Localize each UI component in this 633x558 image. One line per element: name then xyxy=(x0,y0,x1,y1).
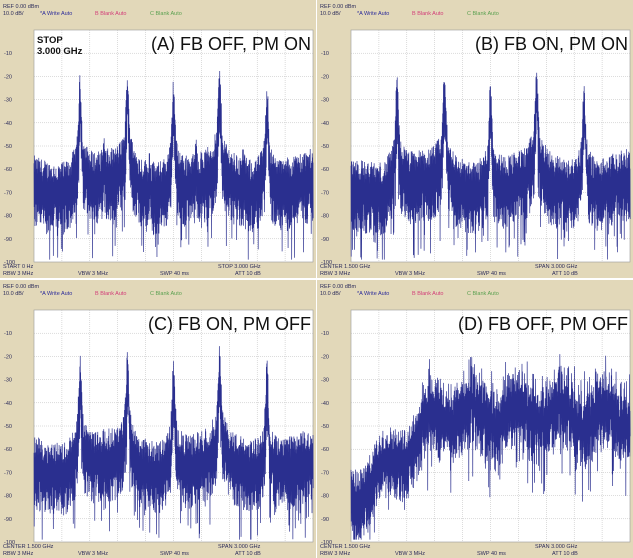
panel-label: (B) FB ON, PM ON xyxy=(475,34,628,54)
y-label: -10 xyxy=(4,51,12,57)
y-label: -30 xyxy=(321,98,329,104)
figure: REF 0.00 dBm10.0 dB/*A Write AutoB Blank… xyxy=(0,0,633,558)
y-label: -50 xyxy=(321,424,329,430)
trace-mode: B Blank Auto xyxy=(95,11,127,17)
footer-left: CENTER 1.500 GHz xyxy=(320,544,371,550)
y-label: -10 xyxy=(321,331,329,337)
trace-mode: C Blank Auto xyxy=(467,291,499,297)
y-label: -40 xyxy=(321,401,329,407)
y-label: -10 xyxy=(4,331,12,337)
y-label: -30 xyxy=(4,98,12,104)
y-label: -50 xyxy=(321,144,329,150)
vbw: VBW 3 MHz xyxy=(78,551,108,557)
y-label: -80 xyxy=(4,494,12,500)
y-label: -60 xyxy=(4,167,12,173)
scale: 10.0 dB/ xyxy=(3,11,24,17)
y-label: -10 xyxy=(321,51,329,57)
ref-level: REF 0.00 dBm xyxy=(3,4,39,10)
footer-right: SPAN 3.000 GHz xyxy=(218,544,261,550)
sweep: SWP 40 ms xyxy=(477,271,506,277)
y-label: -70 xyxy=(321,190,329,196)
y-label: -30 xyxy=(321,378,329,384)
marker-readout: 3.000 GHz xyxy=(37,46,83,57)
panel-label: (C) FB ON, PM OFF xyxy=(148,314,311,334)
vbw: VBW 3 MHz xyxy=(395,271,425,277)
sweep: SWP 40 ms xyxy=(160,551,189,557)
y-label: -90 xyxy=(4,237,12,243)
rbw: RBW 3 MHz xyxy=(3,271,34,277)
y-label: -30 xyxy=(4,378,12,384)
trace-mode: C Blank Auto xyxy=(467,11,499,17)
y-label: -40 xyxy=(321,121,329,127)
y-label: -90 xyxy=(4,517,12,523)
rbw: RBW 3 MHz xyxy=(3,551,34,557)
trace-mode: B Blank Auto xyxy=(95,291,127,297)
y-label: -90 xyxy=(321,517,329,523)
footer-right: SPAN 3.000 GHz xyxy=(535,544,578,550)
footer-left: START 0 Hz xyxy=(3,264,34,270)
y-label: -20 xyxy=(321,74,329,80)
y-label: -20 xyxy=(321,354,329,360)
footer-right: SPAN 3.000 GHz xyxy=(535,264,578,270)
attenuation: ATT 10 dB xyxy=(235,551,261,557)
attenuation: ATT 10 dB xyxy=(235,271,261,277)
scale: 10.0 dB/ xyxy=(320,291,341,297)
trace-mode: B Blank Auto xyxy=(412,291,444,297)
scale: 10.0 dB/ xyxy=(3,291,24,297)
ref-level: REF 0.00 dBm xyxy=(3,284,39,290)
y-label: -20 xyxy=(4,354,12,360)
trace-mode: *A Write Auto xyxy=(357,291,389,297)
trace-mode: *A Write Auto xyxy=(357,11,389,17)
y-label: -70 xyxy=(321,470,329,476)
footer-left: CENTER 1.500 GHz xyxy=(320,264,371,270)
trace-mode: *A Write Auto xyxy=(40,11,72,17)
y-label: -60 xyxy=(321,447,329,453)
footer-left: CENTER 1.500 GHz xyxy=(3,544,54,550)
panel-label: (D) FB OFF, PM OFF xyxy=(458,314,628,334)
y-label: -90 xyxy=(321,237,329,243)
y-label: -70 xyxy=(4,470,12,476)
trace-mode: C Blank Auto xyxy=(150,11,182,17)
ref-level: REF 0.00 dBm xyxy=(320,4,356,10)
y-label: -40 xyxy=(4,401,12,407)
y-label: -80 xyxy=(321,214,329,220)
attenuation: ATT 10 dB xyxy=(552,551,578,557)
marker-readout: STOP xyxy=(37,35,63,46)
rbw: RBW 3 MHz xyxy=(320,551,351,557)
y-label: -40 xyxy=(4,121,12,127)
y-label: -80 xyxy=(321,494,329,500)
scale: 10.0 dB/ xyxy=(320,11,341,17)
vbw: VBW 3 MHz xyxy=(395,551,425,557)
y-label: -60 xyxy=(4,447,12,453)
y-label: -80 xyxy=(4,214,12,220)
ref-level: REF 0.00 dBm xyxy=(320,284,356,290)
trace-mode: B Blank Auto xyxy=(412,11,444,17)
attenuation: ATT 10 dB xyxy=(552,271,578,277)
sweep: SWP 40 ms xyxy=(160,271,189,277)
y-label: -60 xyxy=(321,167,329,173)
panel-label: (A) FB OFF, PM ON xyxy=(151,34,311,54)
vbw: VBW 3 MHz xyxy=(78,271,108,277)
y-label: -50 xyxy=(4,424,12,430)
y-label: -50 xyxy=(4,144,12,150)
y-label: -70 xyxy=(4,190,12,196)
footer-right: STOP 3.000 GHz xyxy=(218,264,261,270)
rbw: RBW 3 MHz xyxy=(320,271,351,277)
y-label: -20 xyxy=(4,74,12,80)
sweep: SWP 40 ms xyxy=(477,551,506,557)
trace-mode: *A Write Auto xyxy=(40,291,72,297)
trace-mode: C Blank Auto xyxy=(150,291,182,297)
